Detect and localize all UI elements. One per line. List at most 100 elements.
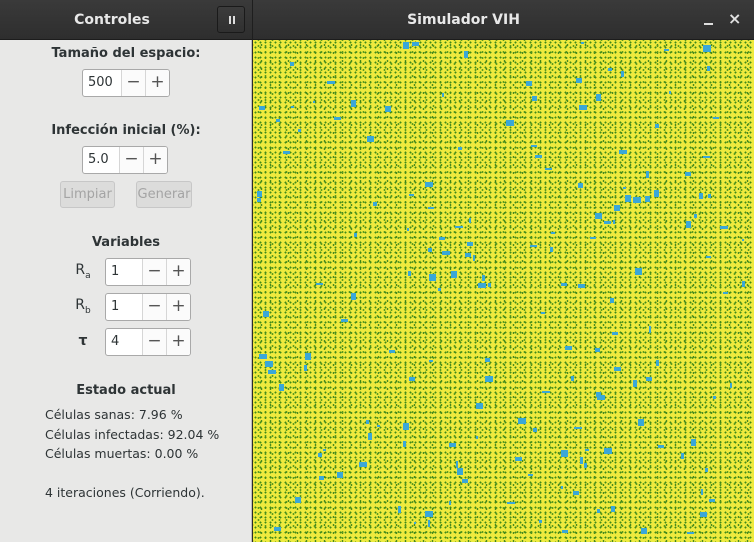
dead-cell-cluster xyxy=(625,195,631,202)
clear-button[interactable]: Limpiar xyxy=(60,181,115,208)
dead-cell-cluster xyxy=(579,105,587,110)
dead-cell-cluster xyxy=(515,457,522,461)
initial-infection-input[interactable]: 5.0 xyxy=(88,152,109,167)
dead-cell-cluster xyxy=(539,520,542,523)
dead-cell-cluster xyxy=(649,326,651,333)
dead-cell-cluster xyxy=(323,449,326,451)
dead-cell-cluster xyxy=(476,403,483,409)
dead-cell-cluster xyxy=(580,457,583,464)
dead-cell-cluster xyxy=(304,365,307,371)
dead-cell-cluster xyxy=(646,171,649,178)
dead-cell-cluster xyxy=(368,433,372,440)
dead-cell-cluster xyxy=(713,396,716,399)
infection-increment-button[interactable]: + xyxy=(143,147,167,173)
dead-cell-cluster xyxy=(438,288,441,291)
dead-cell-cluster xyxy=(561,283,567,286)
tau-input[interactable]: 4 xyxy=(111,334,120,349)
dead-cell-cluster xyxy=(669,91,671,94)
dead-cell-cluster xyxy=(699,193,703,199)
dead-cell-cluster xyxy=(451,271,457,278)
dead-cell-cluster xyxy=(707,66,710,71)
dead-cell-cluster xyxy=(409,377,415,381)
dead-cell-cluster xyxy=(442,251,450,255)
tau-spinner[interactable]: 4 − + xyxy=(105,328,191,356)
dead-cell-cluster xyxy=(595,213,602,219)
dead-cell-cluster xyxy=(389,350,395,353)
dead-cell-cluster xyxy=(685,172,691,176)
dead-cell-cluster xyxy=(473,255,475,261)
sidebar-title: Controles xyxy=(74,12,150,28)
space-size-input[interactable]: 500 xyxy=(88,75,113,90)
dead-cell-cluster xyxy=(713,117,719,119)
dead-cell-cluster xyxy=(351,293,356,300)
dead-cell-cluster xyxy=(619,150,627,154)
status-heading: Estado actual xyxy=(76,383,176,398)
ra-increment-button[interactable]: + xyxy=(166,259,190,285)
dead-cell-cluster xyxy=(574,427,582,429)
dead-cell-cluster xyxy=(313,101,315,103)
ra-input[interactable]: 1 xyxy=(111,264,120,279)
dead-cell-cluster xyxy=(596,94,601,101)
ra-decrement-button[interactable]: − xyxy=(142,259,166,285)
dead-cell-cluster xyxy=(612,332,618,335)
dead-cell-cluster xyxy=(551,232,555,234)
rb-increment-button[interactable]: + xyxy=(166,294,190,320)
dead-cell-cluster xyxy=(458,147,462,150)
variables-heading: Variables xyxy=(91,235,161,250)
dead-cell-cluster xyxy=(359,462,367,467)
dead-cell-cluster xyxy=(545,168,552,170)
dead-cell-cluster xyxy=(465,253,471,257)
dead-cell-cluster xyxy=(268,370,276,374)
ra-spinner[interactable]: 1 − + xyxy=(105,258,191,286)
dead-cell-cluster xyxy=(469,218,471,223)
dead-cell-cluster xyxy=(633,380,637,387)
dead-cell-cluster xyxy=(604,448,612,454)
simulation-canvas[interactable] xyxy=(253,40,754,542)
dead-cell-cluster xyxy=(429,360,433,362)
dead-cell-cluster xyxy=(578,284,585,288)
dead-cell-cluster xyxy=(276,119,280,122)
dead-cell-cluster xyxy=(623,187,626,189)
close-icon[interactable]: × xyxy=(728,9,742,28)
dead-cell-cluster xyxy=(655,124,659,128)
initial-infection-spinner[interactable]: 5.0 − + xyxy=(82,146,168,174)
dead-cell-cluster xyxy=(638,419,644,426)
dead-cells-stat: Células muertas: 0.00 % xyxy=(45,446,199,461)
dead-cell-cluster xyxy=(429,274,436,281)
dead-cell-cluster xyxy=(720,226,728,229)
generate-button[interactable]: Generar xyxy=(136,181,192,208)
tau-increment-button[interactable]: + xyxy=(166,329,190,355)
dead-cell-cluster xyxy=(595,348,600,352)
dead-cell-cluster xyxy=(259,354,267,359)
dead-cell-cluster xyxy=(565,346,572,350)
dead-cell-cluster xyxy=(462,479,468,483)
space-size-spinner[interactable]: 500 − + xyxy=(82,69,170,97)
rb-decrement-button[interactable]: − xyxy=(142,294,166,320)
space-size-increment-button[interactable]: + xyxy=(145,70,169,96)
dead-cell-cluster xyxy=(298,129,301,132)
dead-cell-cluster xyxy=(367,136,374,142)
dead-cell-cluster xyxy=(476,436,478,439)
dead-cell-cluster xyxy=(291,106,294,108)
dead-cell-cluster xyxy=(578,183,583,188)
dead-cell-cluster xyxy=(467,242,473,246)
pause-button[interactable] xyxy=(217,6,245,33)
dead-cell-cluster xyxy=(337,472,343,478)
dead-cell-cluster xyxy=(398,506,401,513)
dead-cell-cluster xyxy=(604,221,611,224)
dead-cell-cluster xyxy=(408,271,411,276)
dead-cell-cluster xyxy=(385,106,391,112)
dead-cell-cluster xyxy=(664,49,669,51)
healthy-cells-stat: Células sanas: 7.96 % xyxy=(45,407,183,422)
minimize-icon[interactable] xyxy=(704,13,714,27)
infection-decrement-button[interactable]: − xyxy=(119,147,143,173)
space-size-decrement-button[interactable]: − xyxy=(121,70,145,96)
dead-cell-cluster xyxy=(646,377,652,381)
title-bar: Controles Simulador VIH × xyxy=(0,0,754,40)
dead-cell-cluster xyxy=(703,45,711,52)
tau-decrement-button[interactable]: − xyxy=(142,329,166,355)
dead-cell-cluster xyxy=(518,418,526,424)
rb-input[interactable]: 1 xyxy=(111,299,120,314)
rb-spinner[interactable]: 1 − + xyxy=(105,293,191,321)
titlebar-separator xyxy=(252,0,253,40)
